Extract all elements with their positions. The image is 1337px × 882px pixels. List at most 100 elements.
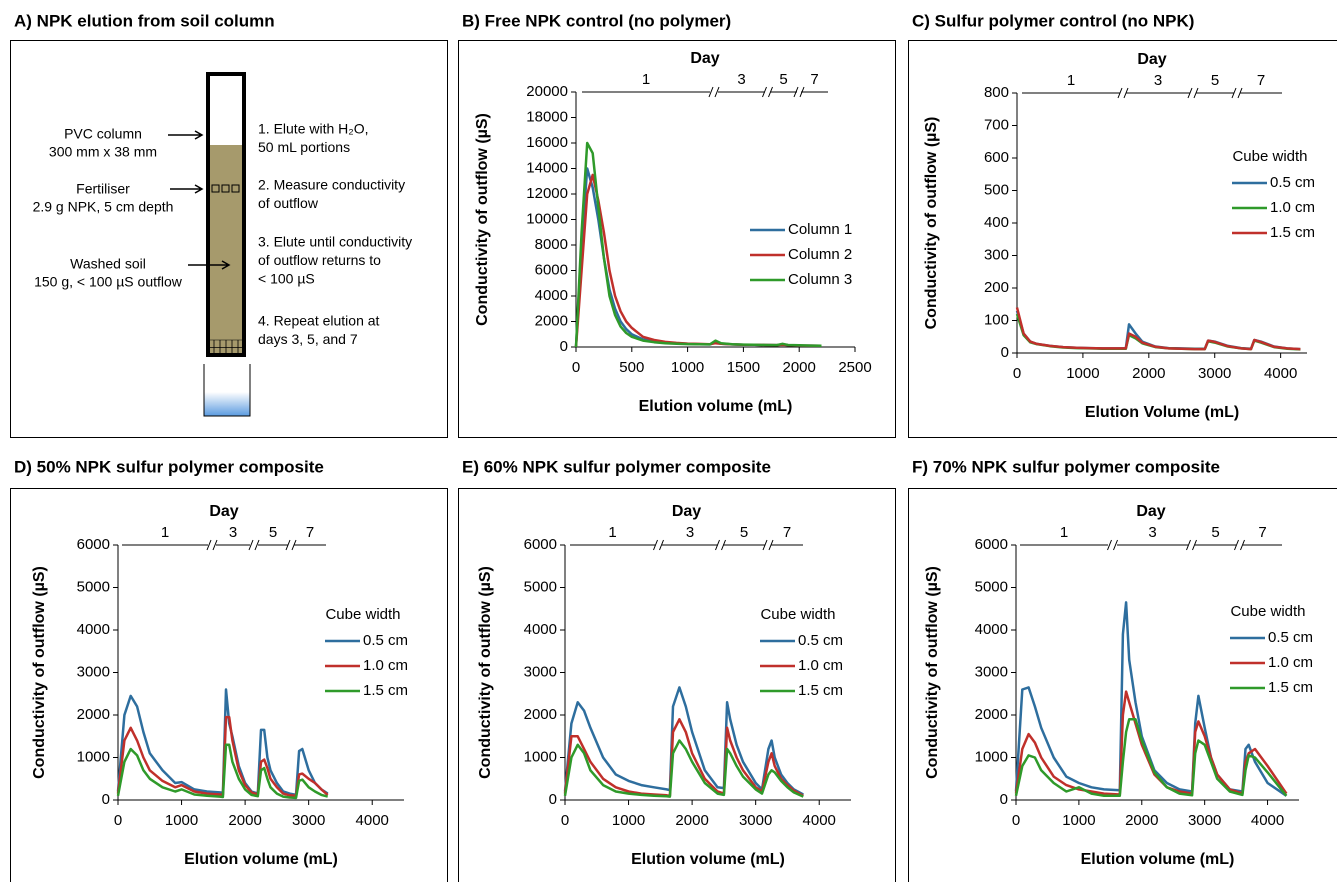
x-tick-label: 2500 [838, 359, 871, 376]
day-break [793, 86, 805, 98]
day-number: 7 [306, 524, 314, 541]
column-diagram [168, 72, 251, 417]
legend-label: 1.5 cm [1268, 679, 1313, 696]
x-tick-label: 1000 [612, 812, 645, 829]
y-tick-label: 600 [984, 149, 1009, 166]
x-axis-title: Elution volume (mL) [184, 851, 338, 868]
day-number: 1 [608, 524, 616, 541]
legend-label: 1.5 cm [1270, 224, 1315, 241]
x-tick-label: 4000 [1264, 365, 1297, 382]
x-tick-label: 1000 [1066, 365, 1099, 382]
x-tick-label: 0 [561, 812, 569, 829]
chart-title: E) 60% NPK sulfur polymer composite [462, 457, 771, 476]
day-number: 5 [740, 524, 748, 541]
day-number: 5 [269, 524, 277, 541]
x-tick-label: 0 [1012, 812, 1020, 829]
y-axis-title: Conductivity of outflow (µS) [31, 566, 48, 779]
y-tick-label: 300 [984, 246, 1009, 263]
diagram-label: Fertiliser [76, 181, 130, 197]
series-line [574, 141, 822, 348]
day-number: 3 [686, 524, 694, 541]
x-tick-label: 2000 [1125, 812, 1158, 829]
day-number: 3 [229, 524, 237, 541]
y-tick-label: 4000 [975, 621, 1008, 638]
x-axis-title: Elution volume (mL) [639, 398, 793, 415]
series-line [116, 743, 329, 800]
day-break [248, 539, 260, 551]
y-tick-label: 800 [984, 84, 1009, 101]
x-tick-label: 1000 [1062, 812, 1095, 829]
day-number: 7 [783, 524, 791, 541]
column-wall [206, 72, 246, 357]
series-line [574, 173, 822, 348]
diagram-step: of outflow returns to [258, 252, 381, 268]
panel-frame [458, 488, 896, 882]
day-break [715, 539, 726, 551]
legend-label: Column 2 [788, 246, 852, 263]
chart-title: B) Free NPK control (no polymer) [462, 11, 731, 30]
y-tick-label: 16000 [526, 134, 568, 151]
y-tick-label: 2000 [975, 706, 1008, 723]
y-tick-label: 1000 [975, 748, 1008, 765]
arrow [168, 130, 204, 140]
x-axis-title: Elution Volume (mL) [1085, 404, 1239, 421]
y-tick-label: 20000 [526, 83, 568, 100]
x-tick-label: 2000 [1132, 365, 1165, 382]
diagram-label: PVC column [64, 126, 142, 142]
x-tick-label: 0 [1013, 365, 1021, 382]
day-number: 7 [810, 71, 818, 88]
day-number: 5 [1211, 524, 1219, 541]
day-number: 1 [161, 524, 169, 541]
y-tick-label: 500 [984, 181, 1009, 198]
diagram-label: Washed soil [70, 256, 146, 272]
day-break [206, 539, 218, 551]
day-number: 1 [642, 71, 650, 88]
y-tick-label: 3000 [524, 663, 557, 680]
day-break [1231, 87, 1243, 99]
arrow [188, 260, 231, 270]
series-line [116, 688, 329, 797]
chart-title: F) 70% NPK sulfur polymer composite [912, 457, 1220, 476]
day-label: Day [690, 50, 719, 67]
beaker [203, 364, 251, 417]
y-tick-label: 400 [984, 214, 1009, 231]
water [204, 392, 250, 416]
x-tick-label: 2000 [783, 359, 816, 376]
y-tick-label: 5000 [524, 578, 557, 595]
chart-title: C) Sulfur polymer control (no NPK) [912, 11, 1194, 30]
y-tick-label: 14000 [526, 159, 568, 176]
y-axis-title: Conductivity of outflow (µS) [923, 117, 940, 330]
series-line [563, 739, 804, 798]
y-tick-label: 0 [560, 338, 568, 355]
y-tick-label: 0 [1000, 791, 1008, 808]
x-tick-label: 2000 [675, 812, 708, 829]
x-tick-label: 3000 [1198, 365, 1231, 382]
day-break [1117, 87, 1129, 99]
y-tick-label: 5000 [975, 578, 1008, 595]
y-tick-label: 2000 [535, 312, 568, 329]
day-number: 3 [1154, 72, 1162, 89]
series-line [1015, 313, 1301, 351]
series-line [1015, 307, 1301, 351]
panel-frame [10, 40, 448, 438]
diagram-label: 300 mm x 38 mm [49, 144, 157, 160]
day-break [762, 86, 773, 98]
diagram-step: 1. Elute with H₂O, [258, 121, 368, 137]
legend-label: Column 3 [788, 271, 852, 288]
day-break [1234, 539, 1245, 551]
diagram-label: 150 g, < 100 µS outflow [34, 274, 183, 290]
day-label: Day [209, 503, 238, 520]
diagram-label: 2.9 g NPK, 5 cm depth [33, 199, 174, 215]
diagram-step: 4. Repeat elution at [258, 313, 380, 329]
day-number: 3 [1148, 524, 1156, 541]
x-tick-label: 4000 [803, 812, 836, 829]
y-tick-label: 0 [549, 791, 557, 808]
x-tick-label: 0 [572, 359, 580, 376]
y-tick-label: 12000 [526, 185, 568, 202]
series-line [1014, 718, 1288, 798]
day-break [653, 539, 664, 551]
legend-label: 1.5 cm [363, 682, 408, 699]
y-tick-label: 10000 [526, 210, 568, 227]
series-line [1014, 690, 1288, 796]
